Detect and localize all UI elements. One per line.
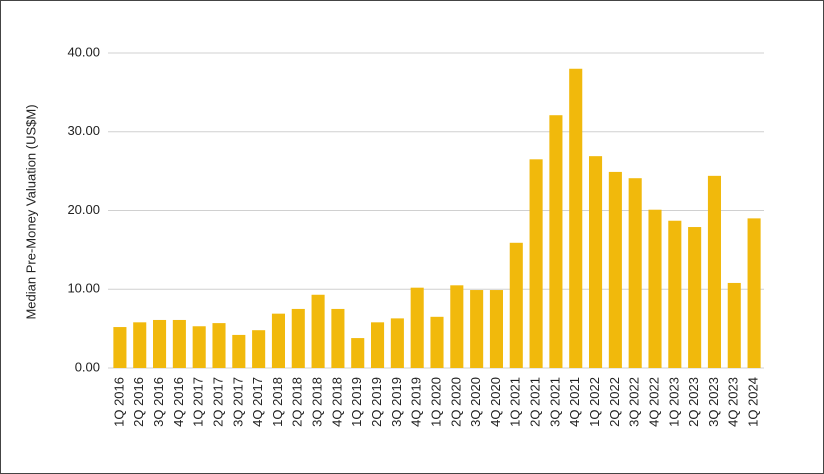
x-tick-label: 1Q 2021: [508, 377, 523, 427]
x-tick-label: 3Q 2016: [151, 377, 166, 427]
bar: [410, 287, 424, 368]
bar: [648, 209, 662, 368]
x-tick-label: 1Q 2022: [587, 377, 602, 427]
bar: [529, 159, 543, 368]
bar: [489, 290, 503, 368]
x-tick-label: 1Q 2017: [191, 377, 206, 427]
bar: [390, 318, 404, 368]
bar: [707, 175, 721, 368]
bar: [271, 313, 285, 368]
bar: [232, 334, 246, 368]
x-tick-label: 4Q 2019: [409, 377, 424, 427]
bar: [371, 322, 385, 368]
x-tick-label: 2Q 2021: [528, 377, 543, 427]
bar: [509, 242, 523, 368]
y-tick-label: 0.00: [75, 359, 100, 374]
x-tick-label: 2Q 2019: [369, 377, 384, 427]
x-tick-label: 1Q 2016: [111, 377, 126, 427]
bar: [291, 308, 305, 368]
bar: [569, 68, 583, 368]
bar: [212, 323, 226, 368]
y-tick-label: 10.00: [67, 281, 100, 296]
x-tick-label: 1Q 2023: [666, 377, 681, 427]
x-tick-label: 3Q 2020: [468, 377, 483, 427]
bar: [727, 282, 741, 368]
x-tick-label: 2Q 2018: [290, 377, 305, 427]
y-axis-title: Median Pre-Money Valuation (US$M): [23, 104, 38, 319]
x-tick-label: 4Q 2018: [329, 377, 344, 427]
x-tick-label: 4Q 2022: [646, 377, 661, 427]
x-tick-label: 1Q 2020: [428, 377, 443, 427]
x-tick-label: 4Q 2020: [488, 377, 503, 427]
bar: [252, 330, 266, 368]
x-tick-label: 3Q 2018: [310, 377, 325, 427]
bar: [172, 319, 186, 368]
y-tick-label: 40.00: [67, 44, 100, 59]
x-tick-label: 2Q 2020: [448, 377, 463, 427]
x-tick-label: 3Q 2021: [547, 377, 562, 427]
bar: [688, 227, 702, 368]
x-tick-label: 1Q 2024: [746, 377, 761, 427]
bar: [450, 285, 464, 368]
bar: [549, 115, 563, 369]
bar: [470, 290, 484, 368]
x-tick-label: 4Q 2017: [250, 377, 265, 427]
y-tick-label: 20.00: [67, 202, 100, 217]
bar: [113, 327, 127, 368]
x-tick-label: 3Q 2019: [389, 377, 404, 427]
x-tick-label: 3Q 2022: [627, 377, 642, 427]
x-tick-label: 4Q 2021: [567, 377, 582, 427]
x-tick-label: 2Q 2023: [686, 377, 701, 427]
bar: [331, 308, 345, 368]
x-tick-label: 1Q 2018: [270, 377, 285, 427]
bar: [192, 326, 206, 368]
bar: [747, 218, 761, 368]
bar: [608, 171, 622, 368]
bar: [153, 319, 167, 368]
x-tick-label: 2Q 2022: [607, 377, 622, 427]
bar: [628, 178, 642, 368]
bar: [351, 338, 365, 368]
x-tick-label: 4Q 2016: [171, 377, 186, 427]
bar: [133, 322, 147, 368]
x-tick-label: 3Q 2023: [706, 377, 721, 427]
x-tick-label: 4Q 2023: [726, 377, 741, 427]
bar: [311, 294, 325, 368]
bar: [430, 316, 444, 368]
bar: [589, 156, 603, 368]
y-tick-label: 30.00: [67, 123, 100, 138]
x-tick-label: 2Q 2016: [131, 377, 146, 427]
bar: [668, 220, 682, 368]
x-tick-label: 1Q 2019: [349, 377, 364, 427]
x-tick-label: 3Q 2017: [230, 377, 245, 427]
x-tick-label: 2Q 2017: [210, 377, 225, 427]
